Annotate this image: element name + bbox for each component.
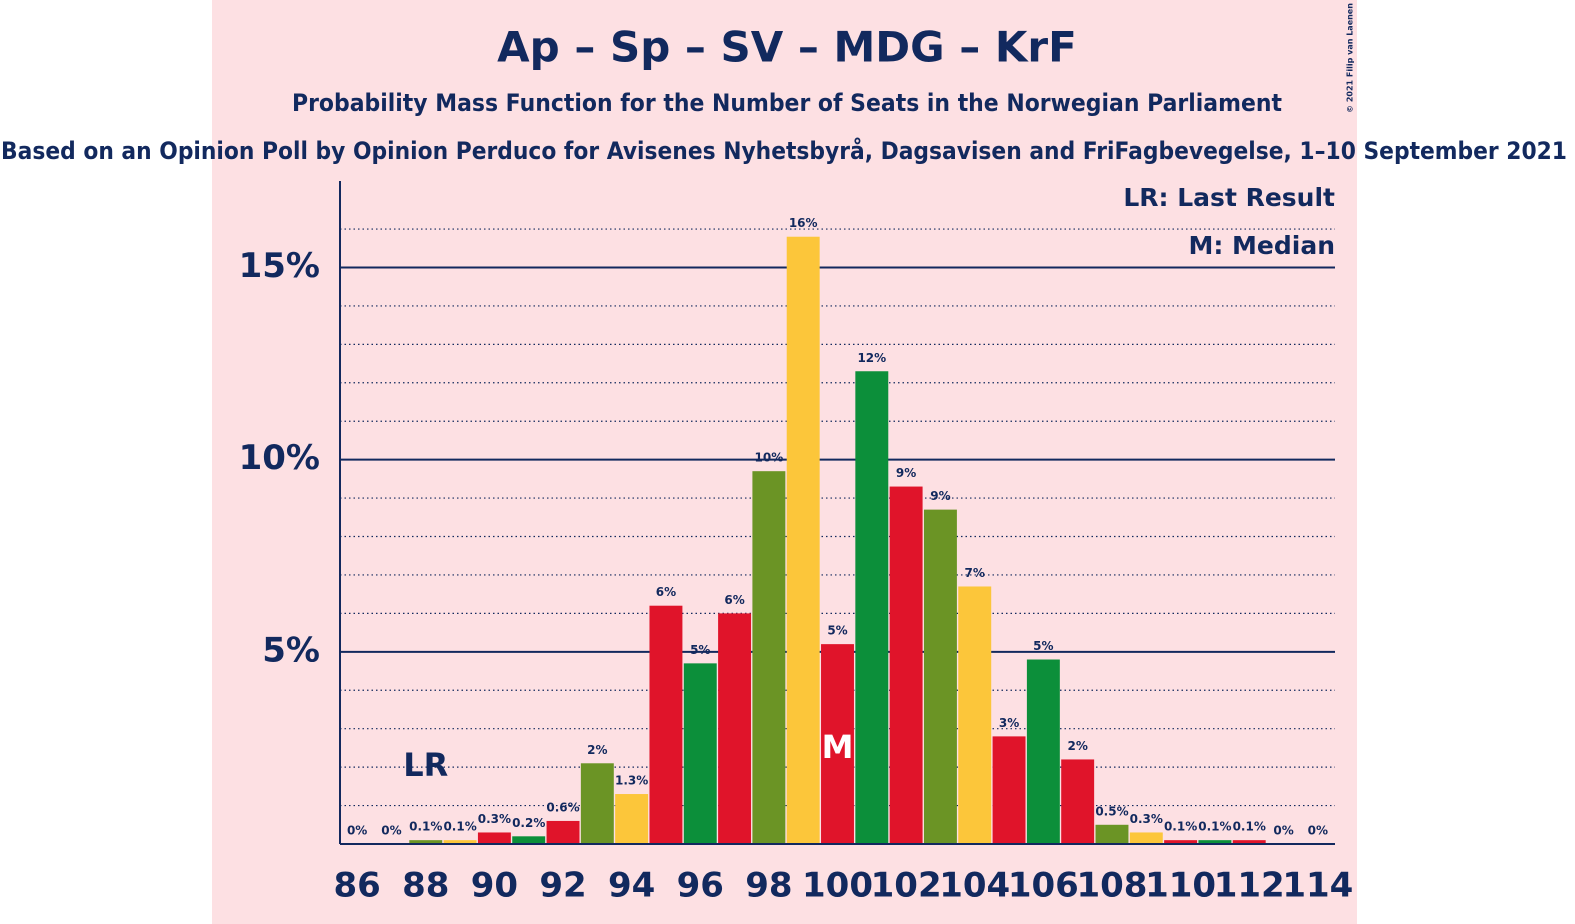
x-tick-label: 94 xyxy=(608,866,655,906)
x-tick-label: 102 xyxy=(871,866,942,906)
chart-caption: Based on an Opinion Poll by Opinion Perd… xyxy=(1,136,1567,165)
data-label: 6% xyxy=(724,593,744,607)
data-label: 2% xyxy=(587,743,607,757)
x-tick-label: 100 xyxy=(802,866,873,906)
x-tick-label: 108 xyxy=(1076,866,1147,906)
data-label: 12% xyxy=(857,351,886,365)
data-label: 5% xyxy=(827,624,847,638)
last-result-marker: LR xyxy=(403,746,448,784)
data-label: 3% xyxy=(999,716,1019,730)
data-label: 7% xyxy=(965,566,985,580)
data-label: 0.6% xyxy=(546,800,579,814)
x-tick-label: 106 xyxy=(1008,866,1079,906)
bar xyxy=(889,486,923,844)
data-label: 0% xyxy=(1273,824,1293,838)
bar xyxy=(1129,832,1163,844)
bar xyxy=(958,586,992,844)
y-tick-label: 10% xyxy=(239,438,320,478)
x-tick-label: 110 xyxy=(1145,866,1216,906)
x-tick-label: 104 xyxy=(939,866,1010,906)
data-label: 0.1% xyxy=(409,820,442,834)
bar xyxy=(1232,840,1266,844)
bar xyxy=(580,763,614,844)
median-marker: M xyxy=(822,728,854,766)
chart-subtitle: Probability Mass Function for the Number… xyxy=(292,89,1282,117)
data-label: 1.3% xyxy=(615,774,648,788)
bar xyxy=(752,471,786,844)
bar xyxy=(923,509,957,844)
bar xyxy=(512,836,546,844)
y-tick-label: 15% xyxy=(239,246,320,286)
data-label: 10% xyxy=(755,451,784,465)
x-tick-label: 112 xyxy=(1214,866,1285,906)
chart-title: Ap – Sp – SV – MDG – KrF xyxy=(497,23,1077,72)
bar xyxy=(409,840,443,844)
data-label: 0% xyxy=(1308,824,1328,838)
bar xyxy=(855,371,889,844)
legend-entry: LR: Last Result xyxy=(1123,183,1335,212)
copyright: © 2021 Filip van Laenen xyxy=(1346,3,1355,113)
data-label: 0.3% xyxy=(478,812,511,826)
data-label: 0.1% xyxy=(1198,820,1231,834)
x-tick-label: 114 xyxy=(1282,866,1353,906)
legend-entry: M: Median xyxy=(1188,231,1335,260)
data-label: 0.3% xyxy=(1130,812,1163,826)
bar xyxy=(1026,659,1060,844)
bar xyxy=(615,794,649,844)
data-label: 9% xyxy=(896,466,916,480)
x-tick-label: 92 xyxy=(539,866,586,906)
bar xyxy=(1061,759,1095,844)
bar xyxy=(992,736,1026,844)
data-label: 0% xyxy=(381,824,401,838)
data-label: 2% xyxy=(1067,739,1087,753)
x-tick-label: 98 xyxy=(745,866,792,906)
data-label: 9% xyxy=(930,489,950,503)
bar xyxy=(443,840,477,844)
bar xyxy=(1164,840,1198,844)
x-tick-label: 90 xyxy=(471,866,518,906)
bar xyxy=(649,605,683,844)
x-tick-label: 86 xyxy=(333,866,380,906)
bar xyxy=(821,644,854,844)
y-tick-label: 5% xyxy=(262,630,320,670)
bar xyxy=(477,832,511,844)
data-label: 5% xyxy=(1033,639,1053,653)
bar xyxy=(1198,840,1232,844)
bar xyxy=(683,663,717,844)
bar xyxy=(546,820,580,844)
data-label: 0.1% xyxy=(1233,820,1266,834)
data-label: 0.2% xyxy=(512,816,545,830)
x-tick-label: 88 xyxy=(402,866,449,906)
data-label: 5% xyxy=(690,643,710,657)
bar xyxy=(718,613,752,844)
data-label: 0.1% xyxy=(443,820,476,834)
bar xyxy=(1095,824,1129,844)
x-tick-label: 96 xyxy=(677,866,724,906)
data-label: 0.1% xyxy=(1164,820,1197,834)
data-label: 16% xyxy=(789,216,818,230)
data-label: 6% xyxy=(656,585,676,599)
bar xyxy=(786,236,820,844)
data-label: 0% xyxy=(347,824,367,838)
data-label: 0.5% xyxy=(1095,804,1128,818)
